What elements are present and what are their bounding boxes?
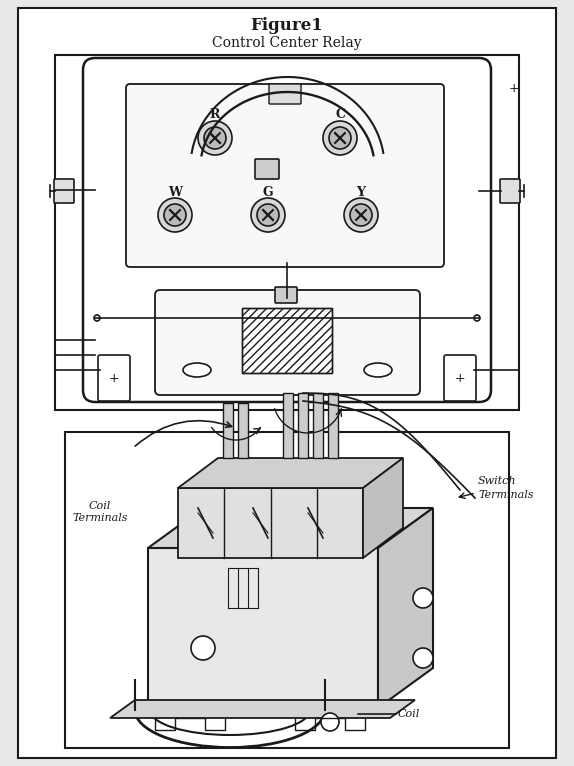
Circle shape	[350, 204, 372, 226]
Text: +: +	[509, 81, 519, 94]
Ellipse shape	[364, 363, 392, 377]
Circle shape	[251, 198, 285, 232]
Ellipse shape	[183, 363, 211, 377]
Bar	[55, 55, 519, 410]
Circle shape	[94, 315, 100, 321]
FancyBboxPatch shape	[54, 179, 74, 203]
Bar	[328, 393, 338, 458]
Bar	[283, 393, 293, 458]
FancyBboxPatch shape	[269, 84, 301, 104]
Polygon shape	[178, 458, 403, 488]
Text: R: R	[210, 109, 220, 122]
Text: +: +	[455, 372, 466, 385]
Text: C: C	[335, 109, 345, 122]
Text: Coil
Terminals: Coil Terminals	[72, 501, 128, 523]
Bar	[148, 548, 378, 708]
Circle shape	[257, 204, 279, 226]
Bar	[313, 393, 323, 458]
Text: Figure1: Figure1	[251, 17, 323, 34]
FancyBboxPatch shape	[500, 179, 520, 203]
Circle shape	[204, 127, 226, 149]
FancyBboxPatch shape	[155, 290, 420, 395]
Text: Y: Y	[356, 185, 366, 198]
Text: Control Center Relay: Control Center Relay	[212, 36, 362, 50]
FancyBboxPatch shape	[444, 355, 476, 401]
Circle shape	[158, 198, 192, 232]
Polygon shape	[110, 700, 415, 718]
Circle shape	[329, 127, 351, 149]
Bar	[238, 403, 248, 458]
Text: G: G	[263, 185, 273, 198]
Text: +: +	[108, 372, 119, 385]
Circle shape	[321, 713, 339, 731]
Circle shape	[191, 636, 215, 660]
FancyBboxPatch shape	[255, 159, 279, 179]
Text: Coil: Coil	[398, 709, 420, 719]
FancyBboxPatch shape	[98, 355, 130, 401]
Bar	[178, 488, 363, 558]
Text: Switch
Terminals: Switch Terminals	[478, 476, 533, 500]
Bar	[298, 393, 308, 458]
FancyBboxPatch shape	[83, 58, 491, 402]
Polygon shape	[363, 458, 403, 558]
Bar	[223, 403, 233, 458]
FancyBboxPatch shape	[275, 287, 297, 303]
Circle shape	[323, 121, 357, 155]
Text: W: W	[168, 185, 182, 198]
Bar	[65, 432, 509, 748]
Circle shape	[344, 198, 378, 232]
Circle shape	[164, 204, 186, 226]
Circle shape	[413, 588, 433, 608]
Bar	[242, 308, 332, 373]
Circle shape	[198, 121, 232, 155]
Circle shape	[413, 648, 433, 668]
FancyBboxPatch shape	[126, 84, 444, 267]
Polygon shape	[378, 508, 433, 708]
Bar	[242, 308, 332, 373]
Polygon shape	[148, 508, 433, 548]
Circle shape	[474, 315, 480, 321]
